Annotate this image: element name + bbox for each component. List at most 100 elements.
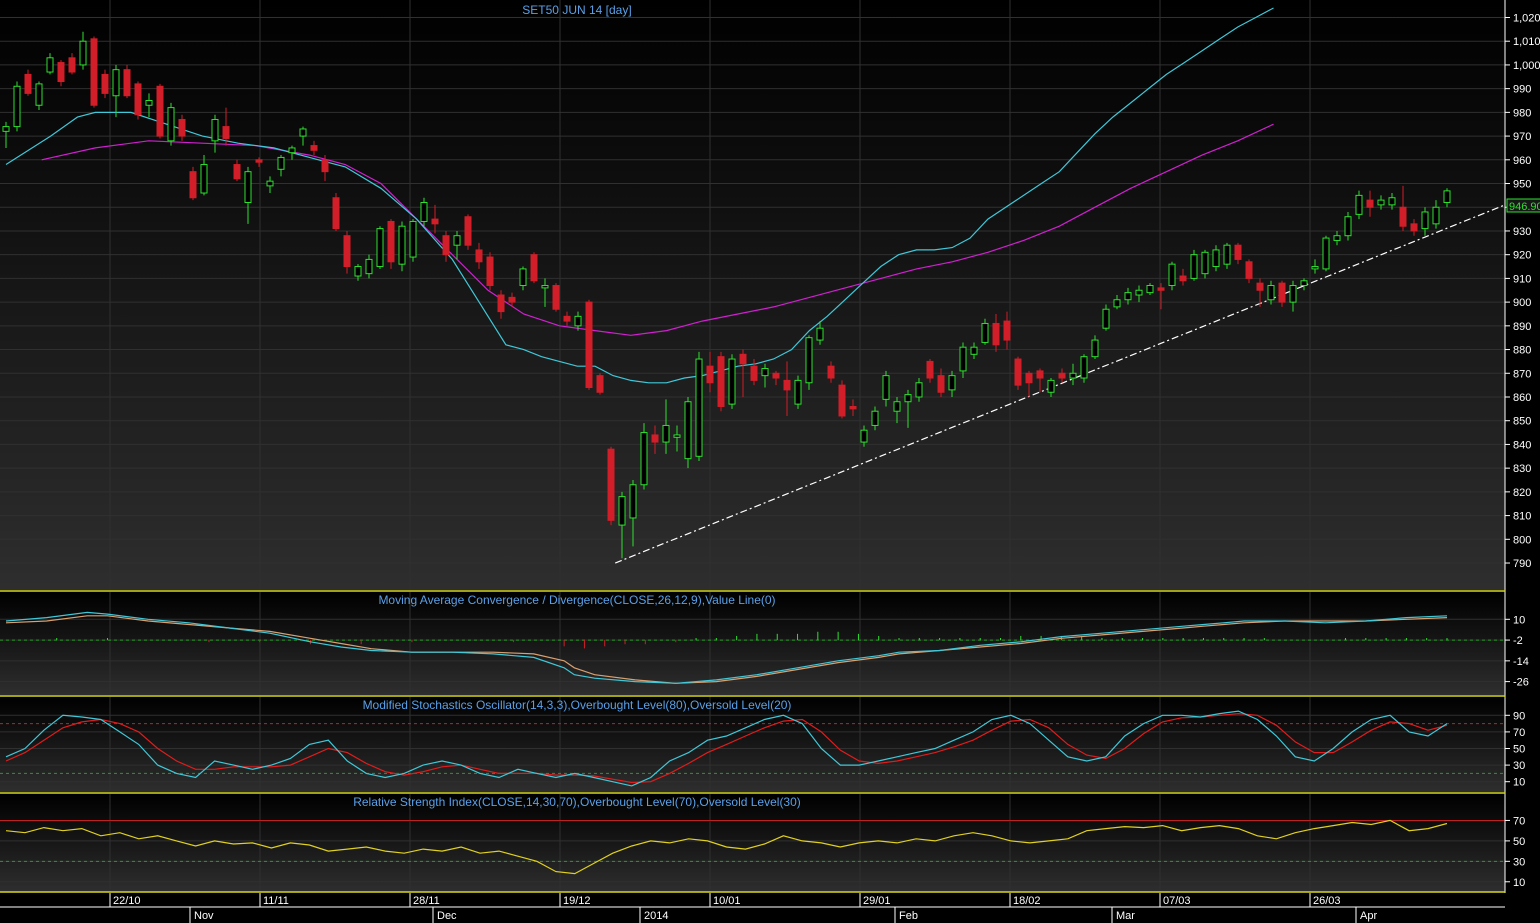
price-axis[interactable]: 790 800 810 820 830 840 850 860 870 880 890 900 910 9… bbox=[1504, 0, 1540, 590]
candle bbox=[1157, 283, 1165, 310]
candle-body bbox=[662, 424, 670, 443]
macd-line-path bbox=[5, 611, 1448, 684]
candle bbox=[1124, 287, 1132, 305]
candle-body bbox=[189, 171, 197, 199]
candle-body bbox=[618, 496, 626, 526]
candle-body bbox=[365, 258, 373, 275]
ma-slow-line bbox=[41, 123, 1274, 336]
candle-body bbox=[2, 126, 10, 132]
candle bbox=[354, 264, 362, 281]
candle bbox=[178, 114, 186, 141]
candle bbox=[464, 214, 472, 250]
candle-body bbox=[1421, 211, 1429, 230]
candle bbox=[1102, 304, 1110, 331]
candle bbox=[596, 373, 604, 395]
candle-body bbox=[1135, 289, 1143, 296]
candle bbox=[1168, 261, 1176, 291]
candle bbox=[959, 342, 967, 379]
candle-body bbox=[277, 156, 285, 170]
candle bbox=[750, 359, 758, 386]
trendline[interactable] bbox=[614, 204, 1506, 564]
candle bbox=[24, 69, 32, 96]
candle-body bbox=[904, 394, 912, 403]
candle bbox=[1146, 283, 1154, 295]
candle-body bbox=[1322, 237, 1330, 270]
candle-body bbox=[959, 346, 967, 372]
candle bbox=[1047, 378, 1055, 397]
candle-body bbox=[332, 197, 340, 230]
candle bbox=[1113, 295, 1121, 310]
candle-body bbox=[68, 57, 76, 73]
candle-body bbox=[552, 285, 560, 310]
candle bbox=[816, 321, 824, 345]
candle-body bbox=[464, 216, 472, 246]
time-axis[interactable]: 22/10 11/11 28/11 19/12 10/01 29/01 18/02 07/03… bbox=[0, 893, 1540, 923]
candle bbox=[541, 278, 549, 307]
candle bbox=[1025, 370, 1033, 397]
candle bbox=[222, 107, 230, 146]
candle-body bbox=[1278, 282, 1286, 303]
candle-body bbox=[1113, 299, 1121, 308]
ma-fast-line bbox=[5, 7, 1274, 384]
candle bbox=[706, 351, 714, 393]
indicator-axes[interactable]: 10 -2 -14 -26 90 70 50 30 10 70 50 30 10 bbox=[1504, 590, 1540, 893]
candle-body bbox=[739, 353, 747, 365]
price-tick-label: 930 bbox=[1513, 226, 1531, 238]
candle bbox=[1388, 193, 1396, 210]
price-tick-label: 960 bbox=[1513, 155, 1531, 167]
price-tick-label: 1,020 bbox=[1513, 12, 1540, 24]
candle-body bbox=[860, 429, 868, 443]
price-tick-label: 790 bbox=[1513, 558, 1531, 570]
price-tick-label: 900 bbox=[1513, 297, 1531, 309]
macd-signal-path bbox=[5, 615, 1448, 684]
candle bbox=[717, 351, 725, 412]
candle bbox=[1300, 278, 1308, 291]
candle bbox=[420, 197, 428, 227]
candle bbox=[79, 31, 87, 70]
candle-body bbox=[1003, 320, 1011, 341]
candle-body bbox=[1091, 339, 1099, 358]
candle bbox=[1377, 195, 1385, 210]
candle-body bbox=[1344, 216, 1352, 237]
ma-slow-path bbox=[41, 123, 1274, 336]
candle-body bbox=[607, 448, 615, 521]
candle bbox=[288, 145, 296, 160]
candle bbox=[1080, 354, 1088, 383]
candle bbox=[1278, 280, 1286, 307]
candle-body bbox=[541, 285, 549, 289]
candle-body bbox=[783, 379, 791, 391]
price-panel[interactable]: SET50 JUN 14 [day] bbox=[0, 0, 1506, 590]
time-axis-label: 29/01 bbox=[863, 895, 891, 907]
candlestick-series bbox=[2, 31, 1451, 559]
candle-body bbox=[1047, 379, 1055, 393]
candle-body bbox=[1245, 261, 1253, 279]
candle bbox=[200, 155, 208, 196]
candle-body bbox=[24, 73, 32, 94]
candle bbox=[409, 219, 417, 262]
candle-body bbox=[1355, 194, 1363, 215]
rsi-panel[interactable]: Relative Strength Index(CLOSE,14,30,70),… bbox=[0, 794, 1505, 892]
candle-body bbox=[134, 83, 142, 116]
candle-body bbox=[640, 432, 648, 486]
rsi-lines bbox=[5, 819, 1448, 875]
candle bbox=[1190, 249, 1198, 281]
candle-body bbox=[343, 235, 351, 268]
macd-panel[interactable]: Moving Average Convergence / Divergence(… bbox=[0, 592, 1505, 695]
candle-body bbox=[1179, 275, 1187, 282]
candle-body bbox=[970, 346, 978, 355]
price-tick-label: 990 bbox=[1513, 84, 1531, 96]
price-tick-label: 910 bbox=[1513, 273, 1531, 285]
last-price-tag: 946.90 bbox=[1506, 198, 1540, 213]
time-axis-label: 11/11 bbox=[263, 895, 289, 907]
candle bbox=[1366, 190, 1374, 217]
candle bbox=[1003, 311, 1011, 350]
candle bbox=[167, 102, 175, 146]
candle-body bbox=[46, 57, 54, 73]
candle-body bbox=[717, 356, 725, 407]
candle bbox=[1410, 219, 1418, 236]
candle-body bbox=[893, 401, 901, 412]
price-tick-label: 800 bbox=[1513, 534, 1531, 546]
stochastic-panel[interactable]: Modified Stochastics Oscillator(14,3,3),… bbox=[0, 697, 1505, 792]
candle-body bbox=[816, 327, 824, 341]
